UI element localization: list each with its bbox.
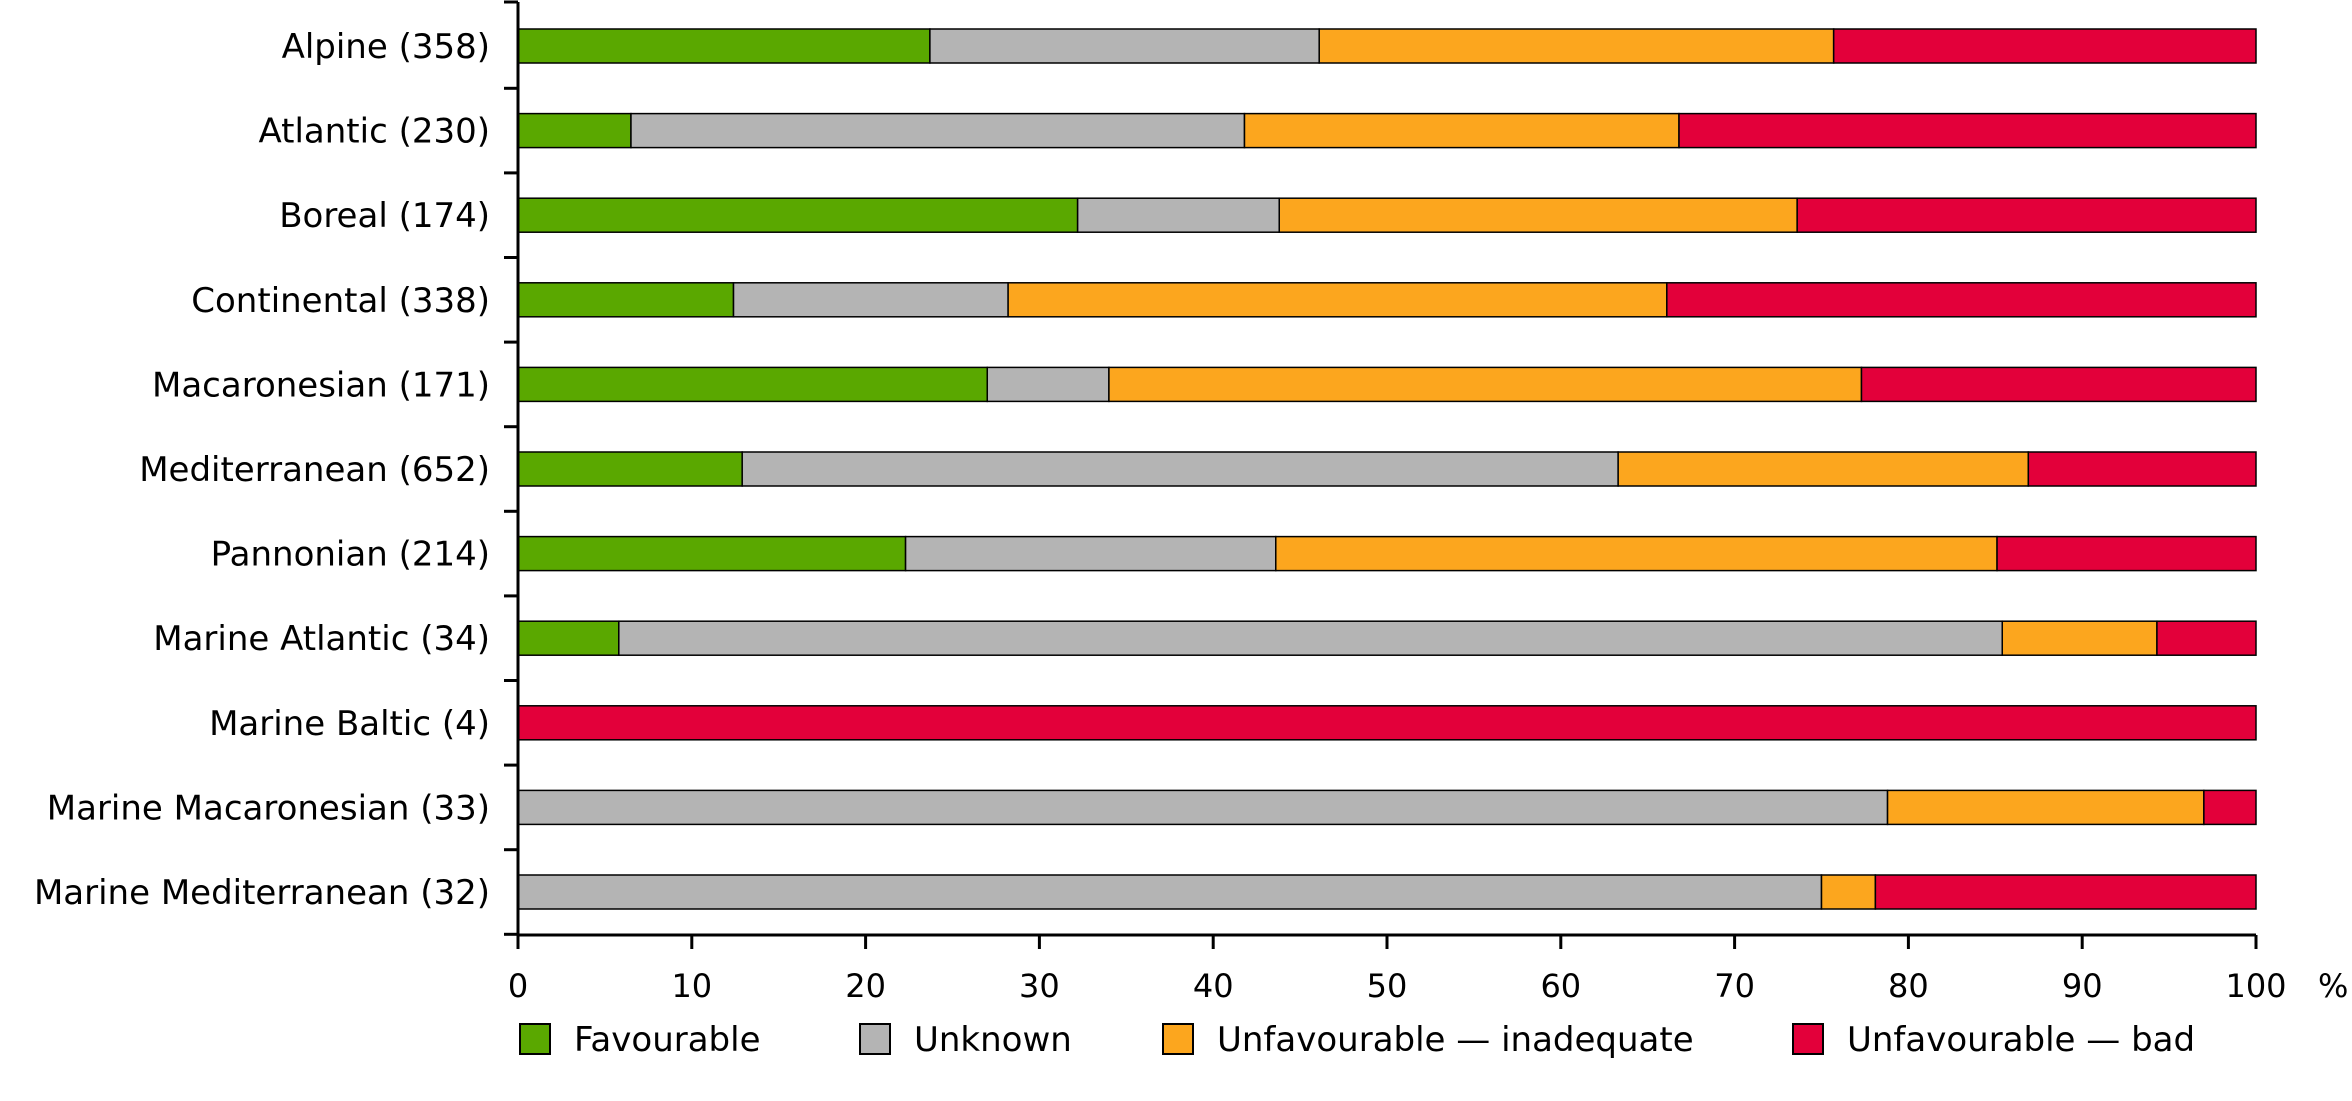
category-label: Boreal (174) [279,196,490,236]
bar-segment-1-1 [630,112,1246,149]
category-label: Marine Macaronesian (33) [47,788,490,828]
bar-segment-6-0 [517,535,907,572]
bar-segment-5-0 [517,451,743,487]
legend: Favourable Unknown Unfavourable — inadequa… [519,1020,2195,1060]
y-axis-ticks [504,0,518,936]
legend-swatch [519,1023,551,1055]
category-label: Marine Mediterranean (32) [34,873,490,913]
bar-segment-0-0 [517,28,931,64]
x-tick-label: 0 [508,967,528,1005]
bar-segment-1-2 [1243,112,1680,149]
x-tick-label: 30 [1019,967,1060,1005]
bar-segment-9-1 [517,789,1889,826]
bar-segment-7-2 [2001,620,2158,656]
x-tick-label: 80 [1888,967,1929,1005]
legend-label: Unfavourable — bad [1847,1020,2195,1060]
bar-segment-2-2 [1278,197,1798,233]
bar-segment-8-3 [517,705,2257,741]
bar-segment-4-0 [517,366,989,403]
legend-label: Unknown [914,1020,1072,1060]
category-label: Pannonian (214) [211,535,490,575]
bar-segment-4-2 [1108,366,1863,403]
bar-segment-1-3 [1678,112,2257,149]
category-label: Mediterranean (652) [139,450,490,490]
bar-segment-2-0 [517,197,1079,233]
bars-group [517,28,2257,910]
bar-segment-5-3 [2027,451,2257,487]
bar-segment-2-3 [1796,197,2257,233]
bar-segment-3-2 [1007,282,1668,318]
bar-segment-7-3 [2156,620,2257,656]
bar-segment-0-2 [1318,28,1835,64]
x-tick-label: 60 [1540,967,1581,1005]
category-labels: Alpine (358) Atlantic (230) Boreal (174) Co… [34,27,490,913]
x-tick-label: 10 [671,967,712,1005]
bar-segment-9-3 [2203,789,2257,826]
bar-segment-7-0 [517,620,620,656]
category-label: Continental (338) [191,281,490,321]
x-tick-label: 50 [1367,967,1408,1005]
bar-segment-10-1 [517,874,1823,910]
bar-segment-3-3 [1666,282,2257,318]
bar-segment-7-1 [618,620,2004,656]
category-label: Marine Baltic (4) [209,704,490,744]
x-axis-unit: % [2318,967,2348,1005]
x-axis-ticks: 0 10 20 30 40 50 60 70 80 90 100 [508,935,2287,1005]
legend-swatch [1162,1023,1194,1055]
bar-segment-10-3 [1874,874,2257,910]
legend-label: Favourable [574,1020,761,1060]
x-tick-label: 70 [1714,967,1755,1005]
bar-segment-6-1 [904,535,1277,572]
bar-segment-6-2 [1275,535,1998,572]
legend-swatch [859,1023,891,1055]
x-tick-label: 90 [2062,967,2103,1005]
bar-segment-3-0 [517,282,735,318]
bar-segment-4-1 [986,366,1110,403]
category-label: Marine Atlantic (34) [153,619,490,659]
category-label: Atlantic (230) [258,112,490,152]
bar-segment-5-1 [741,451,1619,487]
x-tick-label: 20 [845,967,886,1005]
bar-segment-1-0 [517,112,632,149]
x-tick-label: 40 [1193,967,1234,1005]
x-tick-label: 100 [2225,967,2286,1005]
bar-segment-6-3 [1996,535,2257,572]
legend-label: Unfavourable — inadequate [1217,1020,1694,1060]
bar-segment-2-1 [1076,197,1280,233]
bar-segment-0-1 [929,28,1320,64]
bar-segment-0-3 [1832,28,2257,64]
bar-segment-10-2 [1820,874,1877,910]
bar-segment-5-2 [1617,451,2030,487]
bar-segment-9-2 [1886,789,2205,826]
bar-segment-4-3 [1860,366,2257,403]
legend-swatch [1792,1023,1824,1055]
category-label: Macaronesian (171) [152,365,490,405]
category-label: Alpine (358) [282,27,490,67]
bar-segment-3-1 [732,282,1009,318]
